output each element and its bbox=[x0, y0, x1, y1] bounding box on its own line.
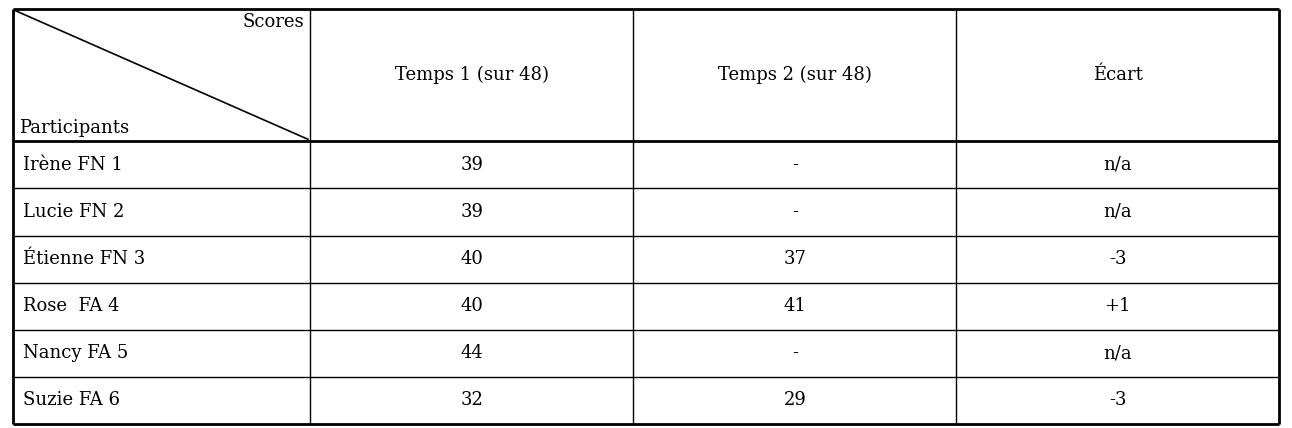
Text: Temps 1 (sur 48): Temps 1 (sur 48) bbox=[395, 66, 549, 84]
Text: n/a: n/a bbox=[1103, 156, 1132, 174]
Text: n/a: n/a bbox=[1103, 344, 1132, 362]
Text: Lucie FN 2: Lucie FN 2 bbox=[23, 203, 124, 221]
Text: 39: 39 bbox=[460, 156, 483, 174]
Text: Scores: Scores bbox=[243, 13, 304, 31]
Text: +1: +1 bbox=[1105, 297, 1130, 315]
Text: Nancy FA 5: Nancy FA 5 bbox=[23, 344, 128, 362]
Text: 37: 37 bbox=[783, 250, 806, 268]
Text: 40: 40 bbox=[460, 250, 483, 268]
Text: Irène FN 1: Irène FN 1 bbox=[23, 156, 123, 174]
Text: Suzie FA 6: Suzie FA 6 bbox=[23, 391, 120, 409]
Text: Étienne FN 3: Étienne FN 3 bbox=[23, 250, 146, 268]
Text: -3: -3 bbox=[1109, 391, 1127, 409]
Text: 44: 44 bbox=[460, 344, 483, 362]
Text: -3: -3 bbox=[1109, 250, 1127, 268]
Text: 29: 29 bbox=[783, 391, 806, 409]
Text: 40: 40 bbox=[460, 297, 483, 315]
Text: 41: 41 bbox=[783, 297, 806, 315]
Text: Écart: Écart bbox=[1093, 66, 1142, 84]
Text: 32: 32 bbox=[460, 391, 483, 409]
Text: 39: 39 bbox=[460, 203, 483, 221]
Text: Rose  FA 4: Rose FA 4 bbox=[23, 297, 120, 315]
Text: -: - bbox=[792, 156, 797, 174]
Text: -: - bbox=[792, 203, 797, 221]
Text: Temps 2 (sur 48): Temps 2 (sur 48) bbox=[718, 66, 872, 84]
Text: n/a: n/a bbox=[1103, 203, 1132, 221]
Text: -: - bbox=[792, 344, 797, 362]
Text: Participants: Participants bbox=[19, 119, 129, 137]
